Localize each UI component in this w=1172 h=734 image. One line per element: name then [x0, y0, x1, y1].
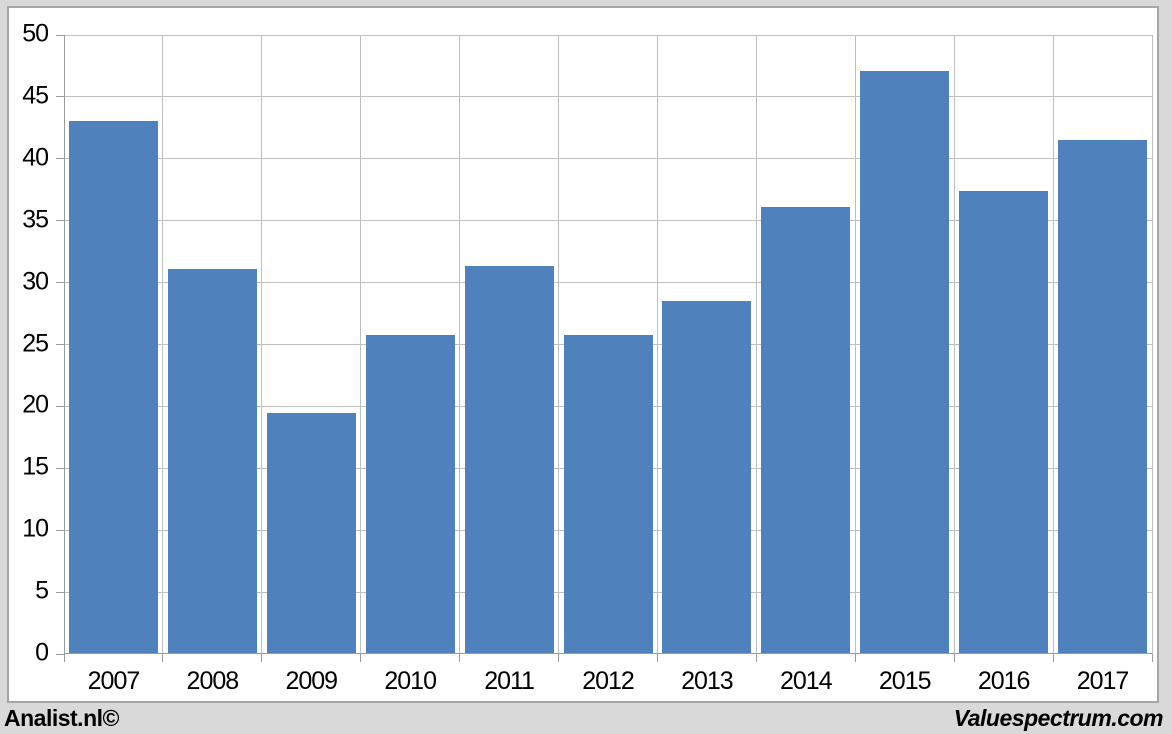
plot-area: 0 5 10 15 20 25 30 35 40 45 50 2007 2008 2009 2010 2011… — [22, 20, 1153, 695]
y-axis-label-30: 30 — [22, 267, 49, 296]
y-axis-label-40: 40 — [22, 143, 49, 172]
x-axis-label-2016: 2016 — [977, 667, 1031, 695]
x-axis-label-2012: 2012 — [582, 667, 635, 695]
x-tick-1 — [162, 654, 164, 662]
x-tick-5 — [558, 654, 560, 662]
gridline-v-2 — [261, 35, 263, 654]
y-axis-label-15: 15 — [22, 452, 49, 481]
bar-2014 — [761, 207, 851, 653]
x-axis-label-2013: 2013 — [681, 667, 734, 695]
bar-2007 — [68, 120, 158, 653]
bar-2010 — [365, 334, 455, 653]
x-tick-4 — [459, 654, 461, 662]
y-tick-15 — [56, 467, 64, 469]
x-tick-6 — [656, 654, 658, 662]
gridline-v-5 — [558, 35, 560, 654]
gridline-v-3 — [360, 35, 362, 654]
x-axis-line — [64, 653, 1152, 654]
y-tick-10 — [56, 529, 64, 531]
y-axis-label-10: 10 — [22, 514, 49, 543]
y-axis-label-20: 20 — [22, 391, 49, 420]
y-tick-40 — [56, 158, 64, 160]
y-axis-label-0: 0 — [35, 638, 49, 667]
gridline-v-9 — [953, 35, 955, 654]
x-axis-label-2017: 2017 — [1076, 667, 1130, 695]
analist-brand-label: Analist.nl© — [4, 705, 119, 731]
gridline-v-8 — [854, 35, 856, 654]
x-axis-label-2014: 2014 — [780, 667, 833, 695]
y-axis-label-50: 50 — [22, 19, 49, 48]
y-axis-label-35: 35 — [22, 205, 49, 234]
gridline-v-6 — [656, 35, 658, 654]
bar-2008 — [167, 269, 257, 653]
x-tick-8 — [854, 654, 856, 662]
y-tick-50 — [56, 34, 64, 36]
chart-frame: 0 5 10 15 20 25 30 35 40 45 50 2007 2008 2009 2010 2011… — [7, 6, 1159, 703]
gridline-h-40 — [64, 158, 1152, 160]
bar-2011 — [464, 265, 554, 653]
x-axis-label-2010: 2010 — [384, 667, 437, 695]
y-tick-35 — [56, 220, 64, 222]
x-tick-3 — [360, 654, 362, 662]
gridline-v-10 — [1052, 35, 1054, 654]
x-axis-label-2011: 2011 — [484, 667, 535, 695]
y-tick-30 — [56, 282, 64, 284]
x-axis-label-2008: 2008 — [186, 667, 240, 695]
x-tick-11 — [1151, 654, 1153, 662]
bar-2016 — [959, 191, 1049, 653]
y-tick-25 — [56, 344, 64, 345]
valuespectrum-brand-label: Valuespectrum.com — [953, 705, 1164, 731]
gridline-v-1 — [162, 35, 164, 654]
x-tick-2 — [261, 654, 263, 662]
y-tick-0 — [56, 653, 64, 655]
gridline-h-30 — [64, 282, 1152, 284]
bar-2013 — [662, 301, 752, 653]
y-axis-label-25: 25 — [22, 329, 49, 358]
y-tick-5 — [56, 591, 64, 593]
bar-2015 — [860, 71, 950, 653]
gridline-h-45 — [64, 96, 1152, 98]
gridline-v-4 — [459, 35, 461, 654]
bar-2017 — [1058, 140, 1148, 653]
y-tick-20 — [56, 405, 64, 407]
y-axis-line — [64, 35, 65, 654]
x-axis-label-2015: 2015 — [878, 667, 932, 695]
x-tick-9 — [953, 654, 955, 662]
x-tick-0 — [64, 654, 65, 662]
gridline-h-35 — [64, 220, 1152, 222]
bar-2012 — [563, 334, 653, 653]
x-axis-label-2007: 2007 — [87, 667, 141, 695]
gridline-h-50 — [64, 34, 1152, 36]
footer-band: Analist.nl© Valuespectrum.com — [0, 703, 1172, 734]
x-tick-7 — [755, 654, 757, 662]
y-axis-label-5: 5 — [35, 576, 49, 605]
gridline-v-11 — [1151, 35, 1153, 654]
bar-2009 — [266, 412, 356, 653]
y-tick-45 — [56, 96, 64, 98]
x-tick-10 — [1052, 654, 1054, 662]
gridline-v-7 — [755, 35, 757, 654]
x-axis-label-2009: 2009 — [285, 667, 338, 695]
y-axis-label-45: 45 — [22, 81, 49, 110]
